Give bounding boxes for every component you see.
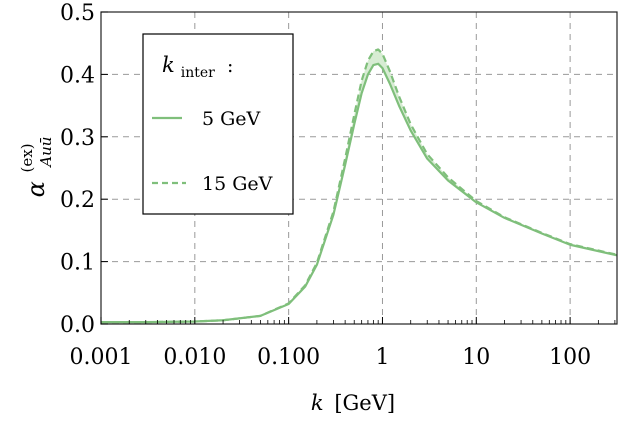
x-tick-label: 0.001	[70, 345, 133, 370]
x-axis-title: k [GeV]	[311, 391, 395, 415]
y-axis-title-sup: (ex)	[18, 143, 36, 172]
x-tick-label: 0.010	[163, 345, 226, 370]
plot-frame	[100, 11, 618, 325]
series-line-5gev	[101, 62, 618, 324]
y-tick-label: 0.0	[60, 313, 95, 338]
y-tick-label: 0.4	[60, 63, 95, 88]
x-tick-label: 10	[462, 345, 490, 370]
x-tick-label: 100	[549, 345, 591, 370]
y-tick-label: 0.2	[60, 188, 95, 213]
legend-title: k inter :	[162, 53, 233, 82]
series-line-15gev	[101, 48, 618, 324]
y-axis-title: α (ex) Auū	[13, 137, 55, 198]
x-axis-title-var: k	[311, 391, 324, 415]
x-axis-title-unit: [GeV]	[334, 391, 395, 415]
legend-title-sub: inter	[181, 65, 215, 81]
y-tick-label: 0.1	[60, 251, 95, 276]
y-axis-title-sub: Auū	[37, 137, 55, 169]
y-tick-label: 0.3	[60, 126, 95, 151]
legend: k inter : 5 GeV 15 GeV	[142, 33, 294, 215]
svg-text:α (ex) Auū: α (ex) Auū	[13, 137, 55, 198]
legend-label-15gev: 15 GeV	[202, 173, 273, 195]
series-layer	[101, 48, 618, 324]
legend-title-suffix: :	[227, 55, 233, 77]
x-tick-label: 0.100	[257, 345, 320, 370]
legend-title-var: k	[162, 53, 175, 77]
legend-label-5gev: 5 GeV	[202, 108, 261, 130]
y-tick-label: 0.5	[60, 1, 95, 26]
ticks: 0.001 0.010 0.100 1 10 100 0.0 0.1 0.2 0.3 0.4 0.5	[60, 1, 616, 370]
y-axis-title-base: α	[22, 181, 50, 197]
x-tick-label: 1	[375, 345, 389, 370]
